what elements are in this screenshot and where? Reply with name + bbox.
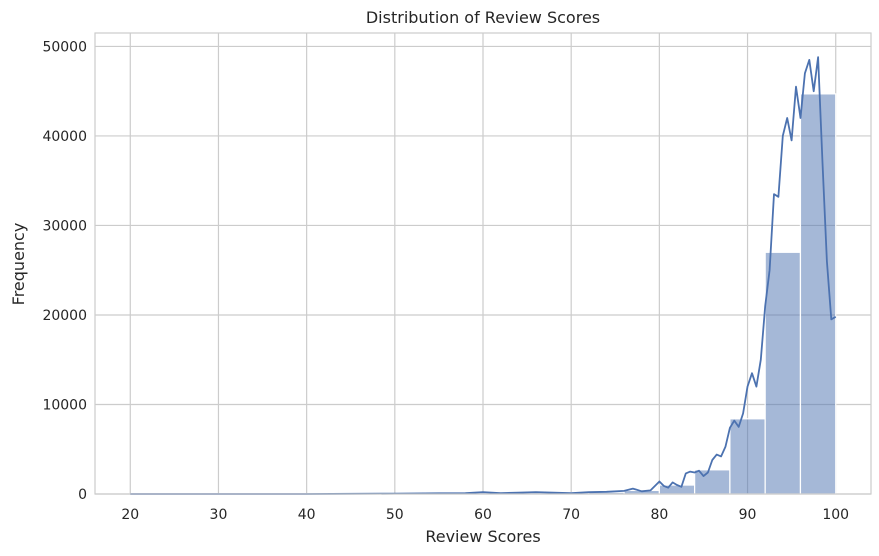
histogram-bar-16 (695, 470, 730, 494)
x-tick-label-40: 40 (298, 507, 316, 523)
histogram-bar-18 (765, 252, 800, 494)
y-tick-label-10000: 10000 (42, 397, 87, 413)
tick-labels: 20 30 40 50 60 70 80 90 100 0 10000 20000 30000 40000… (42, 39, 849, 523)
x-tick-label-50: 50 (386, 507, 404, 523)
x-axis-label: Review Scores (425, 527, 540, 546)
x-tick-label-80: 80 (650, 507, 668, 523)
y-tick-label-40000: 40000 (42, 129, 87, 145)
y-tick-label-30000: 30000 (42, 218, 87, 234)
x-tick-label-90: 90 (739, 507, 757, 523)
histogram-bar-17 (730, 419, 765, 494)
x-tick-label-60: 60 (474, 507, 492, 523)
y-tick-label-0: 0 (78, 487, 87, 503)
histogram-bar-19 (800, 94, 835, 494)
chart-title: Distribution of Review Scores (366, 8, 600, 27)
x-tick-label-100: 100 (822, 507, 849, 523)
x-tick-label-70: 70 (562, 507, 580, 523)
y-tick-label-50000: 50000 (42, 39, 87, 55)
x-tick-label-30: 30 (210, 507, 228, 523)
y-axis-label: Frequency (9, 223, 28, 306)
y-tick-label-20000: 20000 (42, 308, 87, 324)
x-tick-label-20: 20 (121, 507, 139, 523)
